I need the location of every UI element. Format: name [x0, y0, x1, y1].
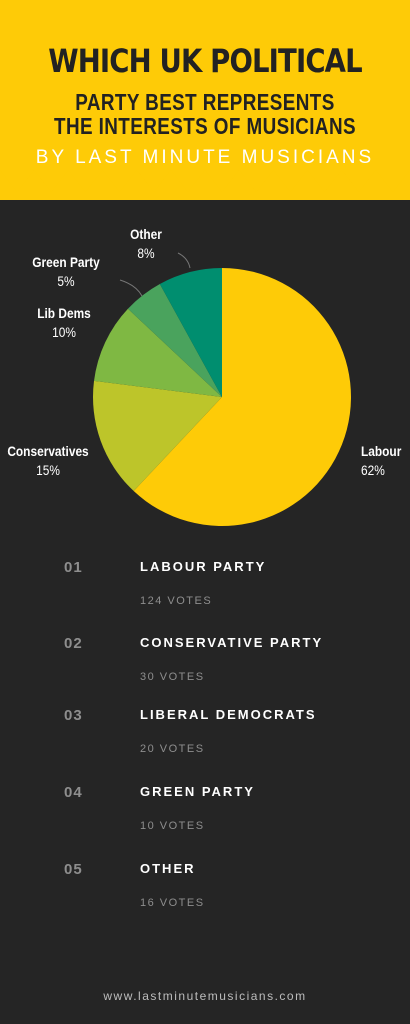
pie-label-conservatives: Conservatives 15% — [7, 442, 89, 480]
pie-label-labour-percent: 62% — [361, 462, 385, 478]
pie-slice-other — [159, 268, 222, 397]
party-name: LIBERAL DEMOCRATS — [140, 707, 317, 722]
vote-count: 16 VOTES — [140, 897, 205, 909]
pie-slice-labour — [133, 268, 351, 526]
pie-label-green-party: Green Party 5% — [27, 253, 105, 291]
pie-slice-lib-dems — [94, 308, 222, 397]
header-zigzag-edge — [0, 170, 410, 192]
pie-label-lib-dems-name: Lib Dems — [37, 305, 91, 321]
rank-number: 03 — [64, 707, 83, 724]
pie-label-green-party-percent: 5% — [57, 273, 75, 289]
title-line-1: WHICH UK POLITICAL — [48, 42, 362, 80]
pie-slice-conservatives — [93, 380, 222, 492]
vote-count: 10 VOTES — [140, 820, 205, 832]
rank-number: 01 — [64, 559, 83, 576]
leader-line-green-party — [119, 279, 143, 297]
rank-number: 02 — [64, 635, 83, 652]
pie-slice-green-party — [127, 283, 222, 397]
pie-label-other: Other 8% — [122, 225, 170, 263]
pie-label-green-party-name: Green Party — [32, 254, 100, 270]
pie-label-labour-name: Labour — [361, 443, 402, 459]
byline: BY LAST MINUTE MUSICIANS — [35, 147, 375, 168]
rank-number: 04 — [64, 784, 83, 801]
footer-url-link[interactable]: www.lastminutemusicians.com — [103, 989, 307, 1003]
party-name: LABOUR PARTY — [140, 559, 267, 574]
leader-line-other — [177, 252, 191, 269]
pie-label-labour: Labour 62% — [361, 442, 402, 480]
party-name: GREEN PARTY — [140, 784, 255, 799]
party-name: CONSERVATIVE PARTY — [140, 635, 324, 650]
pie-label-lib-dems: Lib Dems 10% — [30, 304, 98, 342]
pie-label-other-name: Other — [130, 226, 162, 242]
party-name: OTHER — [140, 861, 196, 876]
header-banner — [0, 0, 410, 200]
title-line-3: THE INTERESTS OF MUSICIANS — [54, 113, 356, 139]
vote-count: 30 VOTES — [140, 671, 205, 683]
pie-label-lib-dems-percent: 10% — [52, 324, 76, 340]
title-line-2: PARTY BEST REPRESENTS — [75, 89, 335, 115]
pie-label-conservatives-name: Conservatives — [7, 443, 89, 459]
vote-count: 20 VOTES — [140, 743, 205, 755]
pie-label-conservatives-percent: 15% — [36, 462, 60, 478]
pie-label-other-percent: 8% — [137, 245, 155, 261]
rank-number: 05 — [64, 861, 83, 878]
vote-count: 124 VOTES — [140, 595, 213, 607]
pie-chart — [93, 252, 351, 526]
